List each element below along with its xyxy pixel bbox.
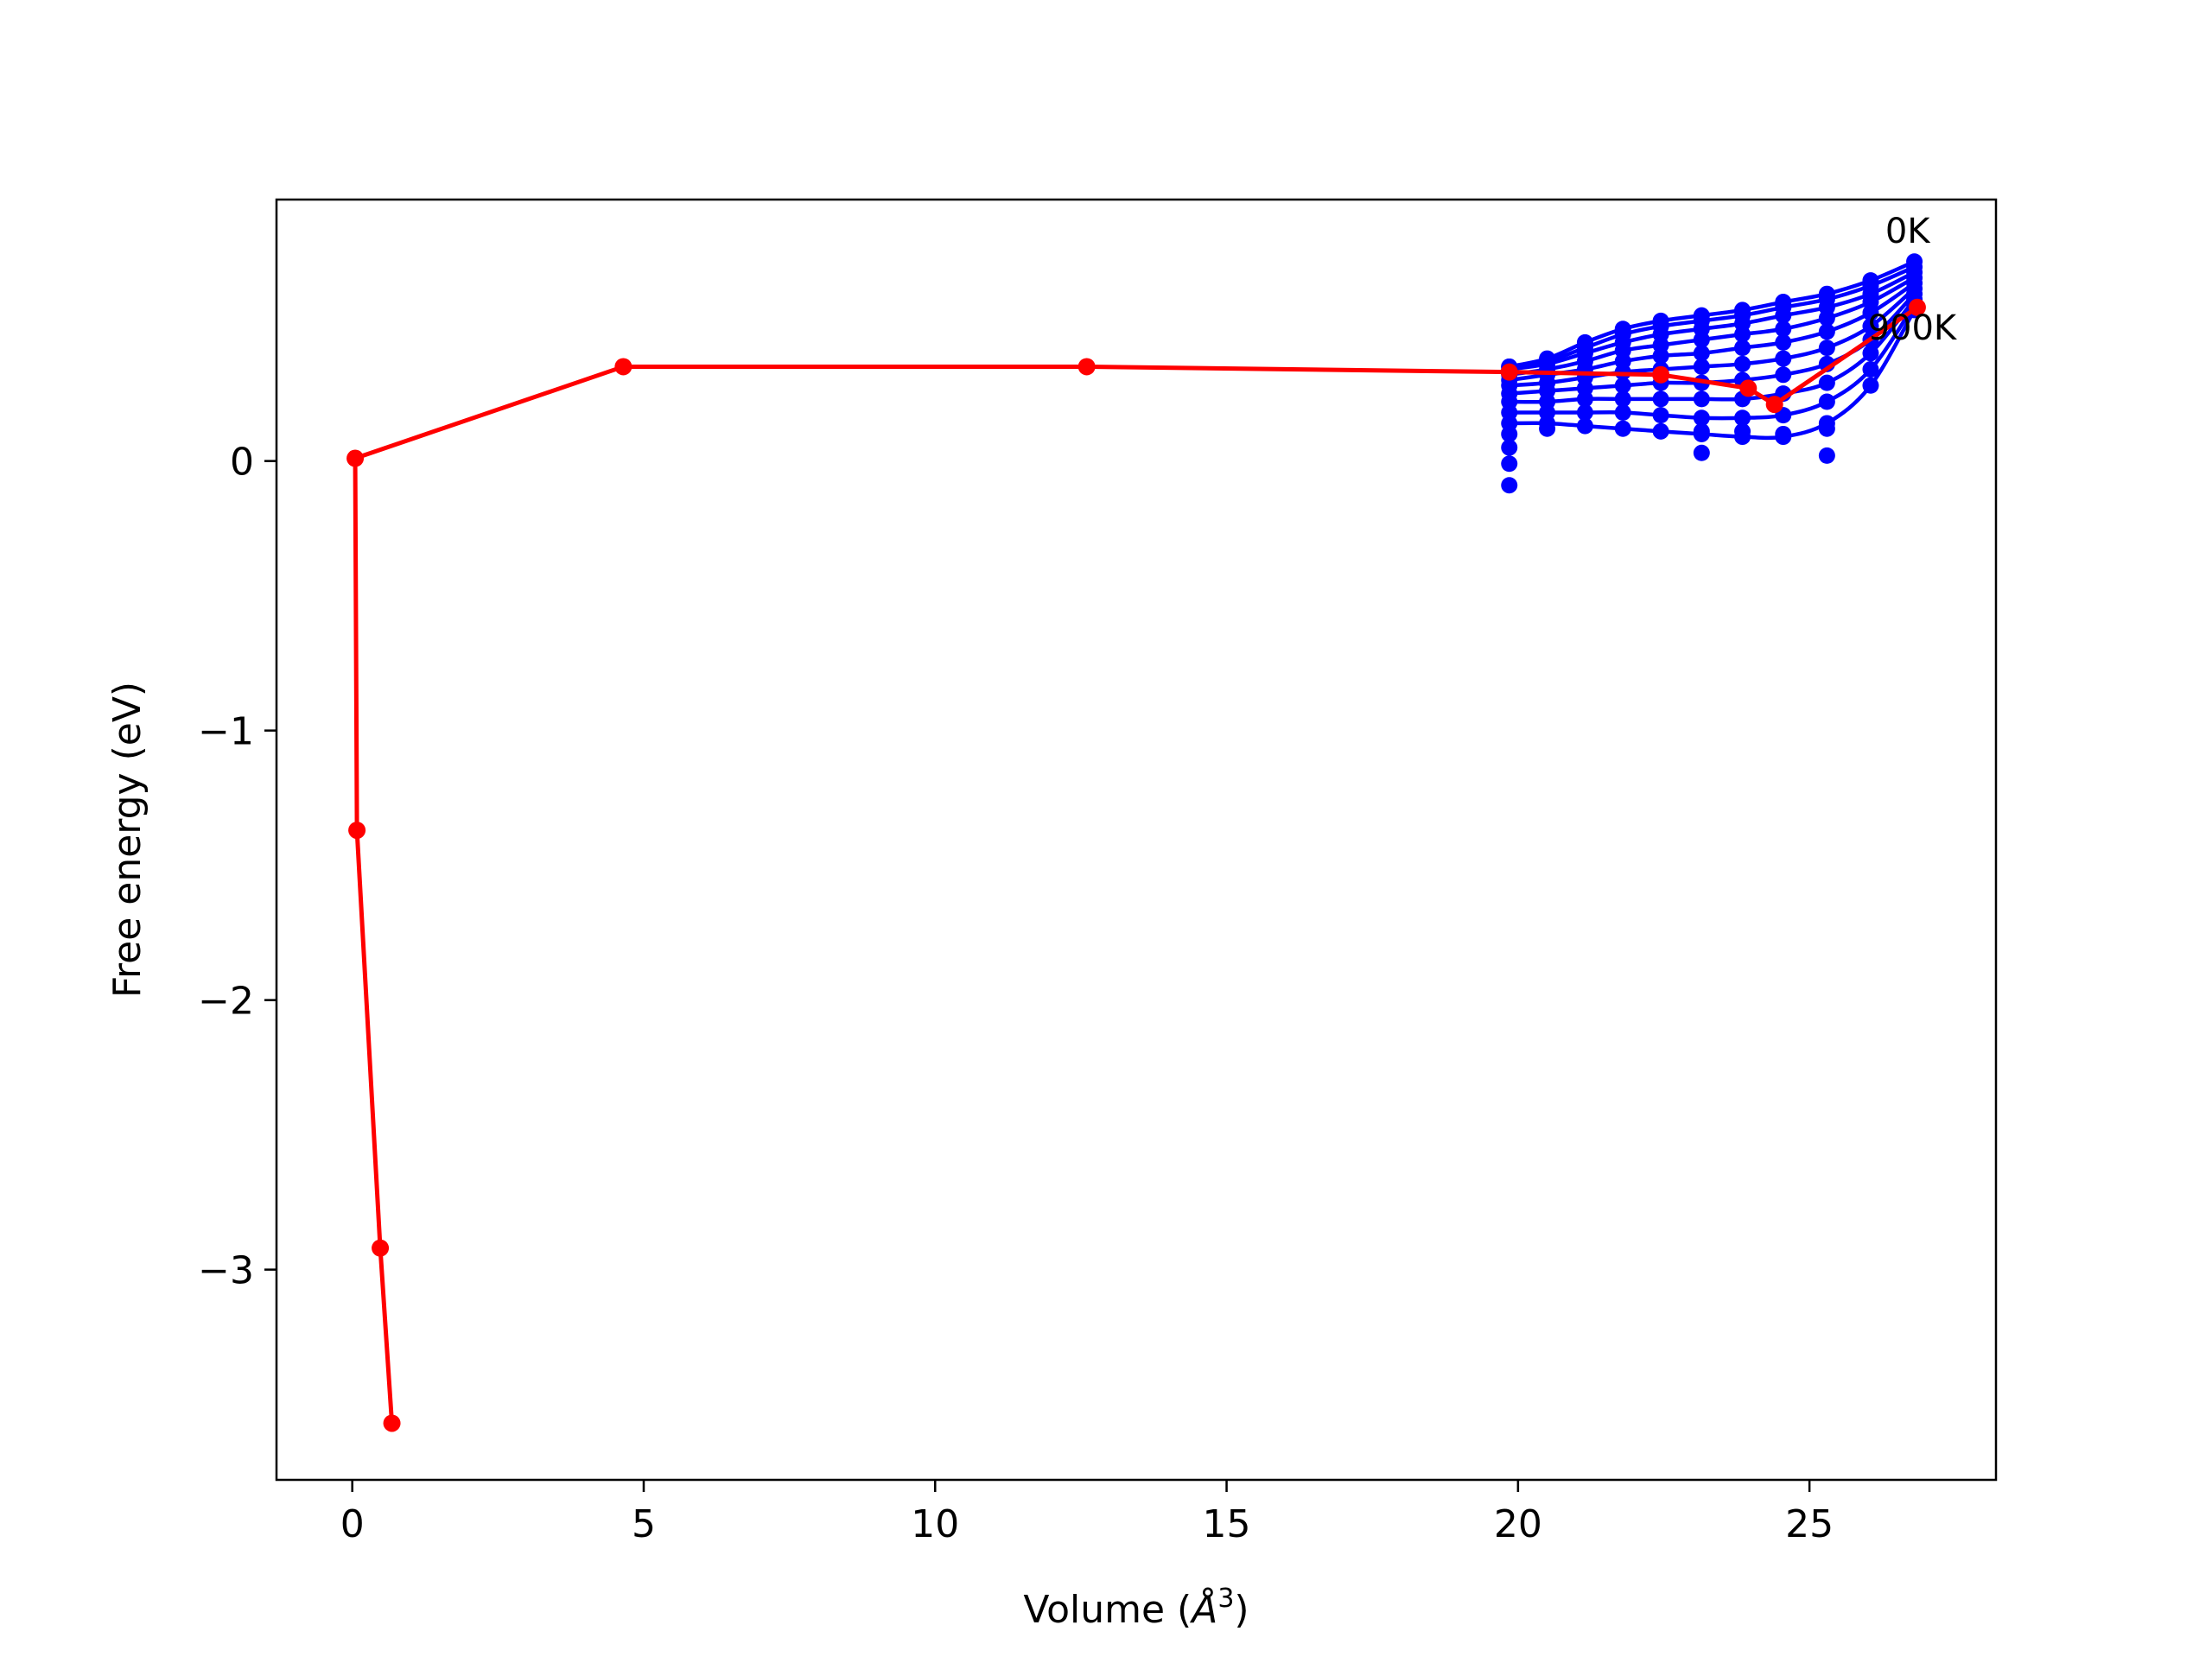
isotherm-point: [1501, 455, 1518, 473]
isotherm-point: [1693, 422, 1710, 440]
isotherm-point: [1652, 347, 1669, 365]
isotherm-point: [1576, 403, 1593, 421]
isotherm-annotation-900K: 900K: [1868, 308, 1958, 348]
isotherm-point: [1775, 366, 1792, 384]
x-tick-label: 20: [1494, 1502, 1542, 1546]
isotherm-point: [1818, 447, 1835, 464]
isotherm-point: [1539, 420, 1556, 437]
x-axis-label: Volume (Å3): [1023, 1584, 1249, 1632]
minimum-energy-point: [383, 1414, 401, 1432]
isotherm-point: [1818, 393, 1835, 410]
isotherm-point: [1501, 425, 1518, 442]
isotherm-point: [1775, 350, 1792, 367]
isotherm-point: [1734, 340, 1751, 357]
annotations: 0K 900K: [1868, 212, 1958, 348]
isotherm-point: [1862, 345, 1879, 362]
isotherm-point: [1576, 390, 1593, 408]
isotherm-point: [1775, 425, 1792, 442]
isotherm-point: [1734, 422, 1751, 440]
isotherm-point: [1862, 361, 1879, 378]
isotherm-point: [1693, 358, 1710, 375]
x-tick-label: 25: [1785, 1502, 1834, 1546]
minimum-energy-point: [1765, 396, 1783, 414]
isotherm-point: [1614, 420, 1631, 437]
isotherm-point: [1734, 355, 1751, 372]
isotherm-point: [1576, 417, 1593, 435]
plot-area: [346, 253, 1926, 1432]
isotherm-point: [1501, 477, 1518, 494]
x-tick-label: 15: [1203, 1502, 1251, 1546]
x-axis-label-sup: 3: [1217, 1584, 1234, 1614]
x-tick-label: 5: [632, 1502, 656, 1546]
x-tick-label: 0: [340, 1502, 365, 1546]
minimum-energy-point: [372, 1239, 390, 1257]
isotherm-point: [1614, 403, 1631, 421]
isotherm-point: [1734, 409, 1751, 427]
axis-ticks: 0 5 10 15 20 25 0 −1 −2 −3: [198, 441, 1834, 1546]
isotherm-point: [1693, 409, 1710, 427]
y-tick-label: −1: [198, 710, 254, 754]
x-axis-label-italic: Å: [1189, 1586, 1217, 1632]
isotherm-point: [1501, 439, 1518, 456]
minimum-energy-point: [1739, 379, 1758, 397]
isotherm-point: [1693, 331, 1710, 348]
isotherm-point: [1693, 345, 1710, 362]
isotherm-point: [1818, 340, 1835, 357]
axes-frame: [275, 198, 1998, 1482]
y-axis-label: Free energy (eV): [105, 682, 149, 998]
y-tick-label: −2: [198, 980, 254, 1024]
minimum-energy-point: [346, 449, 365, 467]
isotherm-point: [1614, 390, 1631, 408]
isotherm-point: [1862, 304, 1879, 321]
y-tick-label: 0: [230, 441, 254, 485]
x-axis-label-close: ): [1234, 1588, 1249, 1632]
x-tick-label: 10: [911, 1502, 959, 1546]
isotherm-point: [1693, 390, 1710, 408]
isotherm-point: [1818, 323, 1835, 340]
isotherm-point: [1652, 422, 1669, 440]
isotherm-point: [1818, 374, 1835, 391]
isotherm-point: [1818, 420, 1835, 437]
isotherm-point: [1734, 326, 1751, 343]
isotherm-point: [1652, 407, 1669, 424]
isotherm-annotation-0K: 0K: [1885, 212, 1931, 251]
minimum-energy-point: [614, 358, 632, 376]
isotherm-point: [1862, 377, 1879, 394]
isotherm-point: [1693, 444, 1710, 461]
isotherm-point: [1614, 377, 1631, 394]
minimum-energy-point: [1077, 358, 1096, 376]
y-tick-label: −3: [198, 1249, 254, 1293]
minimum-energy-point: [1652, 365, 1670, 384]
minimum-energy-point: [1908, 298, 1926, 316]
isotherm-point: [1818, 309, 1835, 327]
isotherm-point: [1775, 333, 1792, 351]
isotherm-point: [1862, 318, 1879, 335]
x-axis-label-main: Volume (: [1023, 1588, 1192, 1632]
minimum-energy-path-line: [353, 305, 1919, 1424]
isotherm-point: [1775, 307, 1792, 324]
minimum-energy-point: [1500, 363, 1518, 381]
isotherm-point: [1775, 321, 1792, 338]
minimum-energy-point: [348, 822, 366, 840]
isotherm-point: [1652, 390, 1669, 408]
